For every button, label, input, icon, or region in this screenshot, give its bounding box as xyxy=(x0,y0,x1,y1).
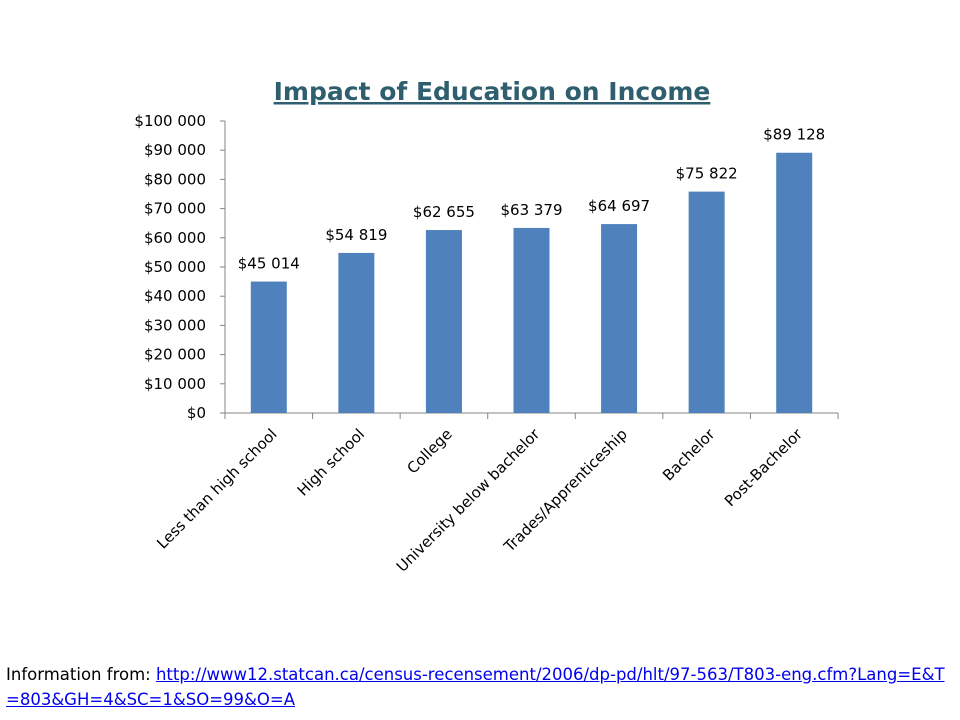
y-tick-label: $40 000 xyxy=(144,287,206,305)
data-label: $89 128 xyxy=(763,126,825,144)
data-label: $63 379 xyxy=(500,201,562,219)
y-tick-label: $90 000 xyxy=(144,141,206,159)
source-prefix: Information from: xyxy=(6,665,156,684)
source-link[interactable]: http://www12.statcan.ca/census-recenseme… xyxy=(6,665,945,709)
y-tick-label: $80 000 xyxy=(144,170,206,188)
y-tick-label: $100 000 xyxy=(134,112,206,130)
data-label: $45 014 xyxy=(238,255,300,273)
chart-title: Impact of Education on Income xyxy=(274,77,711,106)
y-tick-label: $60 000 xyxy=(144,229,206,247)
bar xyxy=(513,227,550,413)
data-label: $75 822 xyxy=(676,165,738,183)
chart-bars xyxy=(250,152,813,413)
y-tick-label: $30 000 xyxy=(144,316,206,334)
x-tick-label: Bachelor xyxy=(659,425,719,485)
data-label: $54 819 xyxy=(325,226,387,244)
x-tick-label: College xyxy=(403,425,455,477)
y-tick-label: $70 000 xyxy=(144,200,206,218)
y-tick-label: $20 000 xyxy=(144,346,206,364)
bar xyxy=(688,191,725,413)
bar xyxy=(776,152,813,413)
data-label: $64 697 xyxy=(588,197,650,215)
bar xyxy=(425,230,462,413)
bar xyxy=(601,224,638,413)
chart-x-tick-labels: Less than high school High school CollegeU… xyxy=(153,425,806,576)
chart-data-labels: $45 014 $54 819 $62 655 $63 379 $64 697 $75 8… xyxy=(238,126,825,273)
x-tick-label: Less than high school xyxy=(153,425,280,552)
bar-chart: Impact of Education on Income $45 014 $54… xyxy=(134,77,839,576)
x-tick-label: University below bachelor xyxy=(393,425,544,576)
x-tick-label: Post-Bachelor xyxy=(721,425,807,511)
data-label: $62 655 xyxy=(413,203,475,221)
bar xyxy=(338,252,375,413)
source-footer: Information from: http://www12.statcan.c… xyxy=(6,662,956,712)
y-tick-label: $0 xyxy=(187,404,206,422)
bar xyxy=(250,281,287,413)
y-tick-label: $10 000 xyxy=(144,375,206,393)
chart-y-tick-labels: $0 $10 000 $20 000 $30 000 $40 000 $50 000 $60… xyxy=(134,112,206,422)
y-tick-label: $50 000 xyxy=(144,258,206,276)
x-tick-label: High school xyxy=(294,425,368,499)
